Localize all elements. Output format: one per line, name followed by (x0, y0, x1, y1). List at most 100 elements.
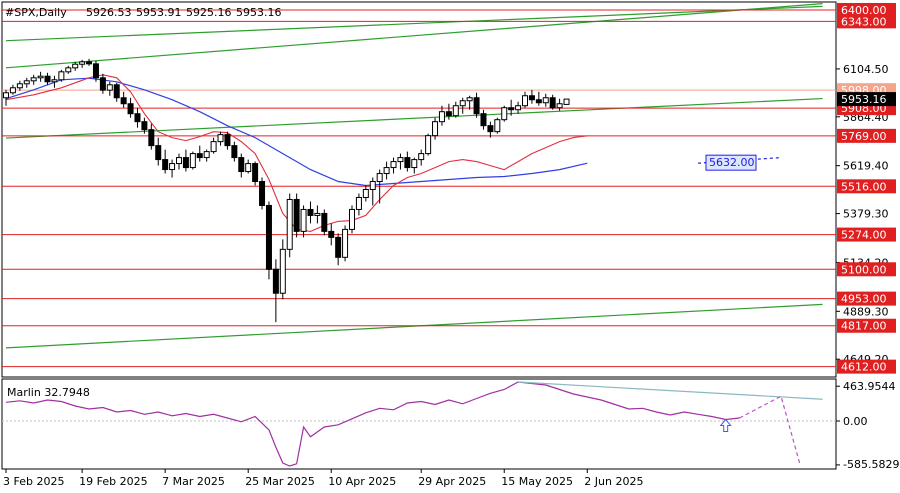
current-price-box (837, 92, 896, 107)
candle-body-49 (342, 228, 349, 258)
candle-body-48 (335, 236, 342, 258)
candle-body-11 (79, 61, 86, 65)
time-tick-label-6: 15 May 2025 (501, 475, 573, 488)
candle-body-33 (231, 145, 238, 159)
price-tick-label-5: 4889.30 (843, 305, 889, 318)
candle-body-9 (65, 67, 72, 73)
level-label-box-8 (837, 291, 896, 306)
candle-body-37 (259, 181, 266, 206)
level-label-box-7 (837, 262, 896, 277)
candle-body-31 (217, 134, 224, 143)
candle-body-28 (196, 153, 203, 159)
candle-body-55 (383, 167, 390, 175)
time-tick-label-5: 29 Apr 2025 (418, 475, 486, 488)
marlin-indicator (2, 381, 836, 467)
candle-body-7 (51, 79, 58, 83)
candle-body-19 (134, 113, 141, 123)
candle-body-26 (182, 157, 189, 169)
level-label-box-6 (837, 227, 896, 242)
candle-body-20 (141, 121, 148, 131)
current-price-label: 5953.16 (841, 93, 887, 106)
time-tick-label-4: 10 Apr 2025 (328, 475, 396, 488)
candle-body-35 (245, 163, 252, 173)
candle-body-53 (369, 181, 376, 190)
candle-body-0 (3, 92, 9, 99)
candle-body-36 (252, 163, 259, 183)
candle-body-67 (466, 97, 473, 102)
candle-body-17 (120, 97, 127, 105)
indicator-tick-label-1: 0.00 (843, 415, 868, 428)
price-tick-label-0: 6104.50 (843, 63, 889, 76)
level-label-5: 5516.00 (841, 180, 887, 193)
forecast-projection: 5632.00 (697, 154, 782, 171)
candle-body-18 (127, 103, 134, 115)
candle-body-63 (438, 111, 445, 123)
forecast-label: 5632.00 (709, 156, 755, 169)
candle-body-76 (528, 95, 535, 101)
candle-body-79 (549, 97, 556, 109)
time-tick-label-1: 19 Feb 2025 (79, 475, 147, 488)
level-label-9: 4817.00 (841, 320, 887, 333)
indicator-forecast-line (739, 395, 801, 465)
candle-body-74 (515, 105, 522, 111)
level-label-box-9 (837, 318, 896, 333)
candle-body-38 (265, 204, 272, 270)
level-label-box-1 (837, 14, 896, 29)
header-open: 5926.53 (86, 6, 132, 19)
candle-body-12 (86, 61, 93, 65)
candle-body-46 (321, 212, 328, 232)
candle-body-27 (189, 153, 196, 169)
level-label-box-10 (837, 359, 896, 374)
header-close: 5953.16 (236, 6, 282, 19)
level-label-box-5 (837, 179, 896, 194)
candle-body-41 (286, 198, 293, 250)
candle-body-2 (16, 83, 23, 89)
candle-body-51 (355, 196, 362, 210)
indicator-axis: 463.9544 0.00 -585.5829 (836, 380, 899, 471)
time-tick-label-0: 3 Feb 2025 (3, 475, 64, 488)
candle-body-62 (432, 121, 439, 137)
candle-body-39 (272, 268, 279, 294)
candle-body-77 (535, 99, 542, 104)
candle-body-6 (44, 75, 51, 83)
indicator-tick-label-2: -585.5829 (843, 458, 899, 471)
candle-body-81 (563, 98, 570, 105)
candle-body-16 (113, 84, 120, 99)
candle-body-5 (37, 75, 44, 79)
candle-body-21 (148, 129, 155, 147)
level-label-box-0 (837, 2, 896, 17)
forecast-label-box (705, 154, 757, 171)
candle-body-24 (169, 163, 176, 171)
candlesticks (3, 58, 570, 323)
candle-body-32 (224, 134, 231, 147)
price-tick-label-2: 5619.40 (843, 160, 889, 173)
candle-body-22 (155, 145, 162, 161)
indicator-line (5, 381, 740, 467)
channel-line-1 (5, 2, 823, 69)
candle-body-60 (418, 153, 425, 161)
indicator-trend-line (518, 381, 823, 400)
candle-body-68 (473, 97, 480, 115)
candle-body-42 (293, 198, 300, 232)
level-label-10: 4612.00 (841, 361, 887, 374)
candle-body-64 (445, 111, 452, 117)
candle-body-45 (314, 212, 321, 216)
candle-body-47 (328, 230, 335, 238)
horizontal-levels (2, 9, 836, 368)
candle-body-30 (210, 141, 217, 153)
candle-body-66 (459, 100, 466, 107)
candle-body-23 (162, 159, 169, 171)
candle-body-71 (494, 119, 501, 133)
candle-body-70 (487, 125, 494, 133)
level-label-1: 6343.00 (841, 15, 887, 28)
level-label-6: 5274.00 (841, 229, 887, 242)
level-label-8: 4953.00 (841, 293, 887, 306)
indicator-panel-frame (1, 378, 837, 470)
candle-body-29 (203, 151, 210, 159)
indicator-label: Marlin 32.7948 (7, 386, 90, 399)
candle-body-14 (99, 77, 106, 91)
chart-symbol: #SPX,Daily (5, 6, 67, 19)
candle-body-4 (30, 77, 37, 82)
candle-body-3 (23, 80, 30, 85)
